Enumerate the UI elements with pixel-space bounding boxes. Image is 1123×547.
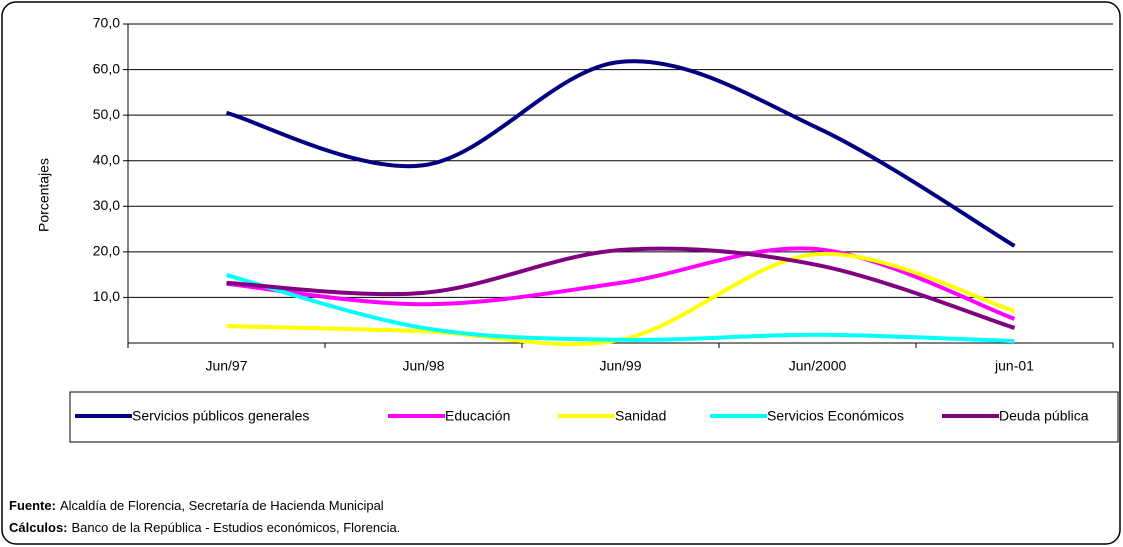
x-tick-label: Jun/2000 bbox=[789, 358, 847, 374]
y-tick-label: 10,0 bbox=[93, 288, 120, 304]
y-tick-label: 40,0 bbox=[93, 151, 120, 167]
y-tick-label: 60,0 bbox=[93, 60, 120, 76]
x-tick-label: Jun/98 bbox=[402, 358, 444, 374]
y-tick-label: 70,0 bbox=[93, 15, 120, 31]
series-line bbox=[226, 246, 1016, 330]
legend-label: Deuda pública bbox=[999, 408, 1089, 424]
note-text: Banco de la República - Estudios económi… bbox=[72, 520, 401, 535]
y-tick-label: 50,0 bbox=[93, 106, 120, 122]
legend-label: Servicios públicos generales bbox=[132, 408, 309, 424]
legend-label: Servicios Económicos bbox=[767, 408, 904, 424]
series-line bbox=[226, 246, 1016, 321]
note-label: Cálculos: bbox=[9, 520, 68, 535]
x-tick-label: Jun/99 bbox=[599, 358, 641, 374]
note-label: Fuente: bbox=[9, 498, 56, 513]
legend-label: Educación bbox=[445, 408, 510, 424]
y-axis-label: Porcentajes bbox=[36, 158, 52, 232]
note: Cálculos: Banco de la República - Estudio… bbox=[9, 520, 400, 535]
note: Fuente: Alcaldía de Florencia, Secretaría… bbox=[9, 498, 384, 513]
y-tick-label: 30,0 bbox=[93, 197, 120, 213]
x-tick-label: Jun/97 bbox=[205, 358, 247, 374]
note-text: Alcaldía de Florencia, Secretaría de Hac… bbox=[60, 498, 384, 513]
legend-label: Sanidad bbox=[615, 408, 666, 424]
x-tick-label: jun-01 bbox=[994, 358, 1034, 374]
y-tick-label: 20,0 bbox=[93, 243, 120, 259]
series-line bbox=[225, 273, 1015, 344]
series-line bbox=[225, 59, 1016, 248]
